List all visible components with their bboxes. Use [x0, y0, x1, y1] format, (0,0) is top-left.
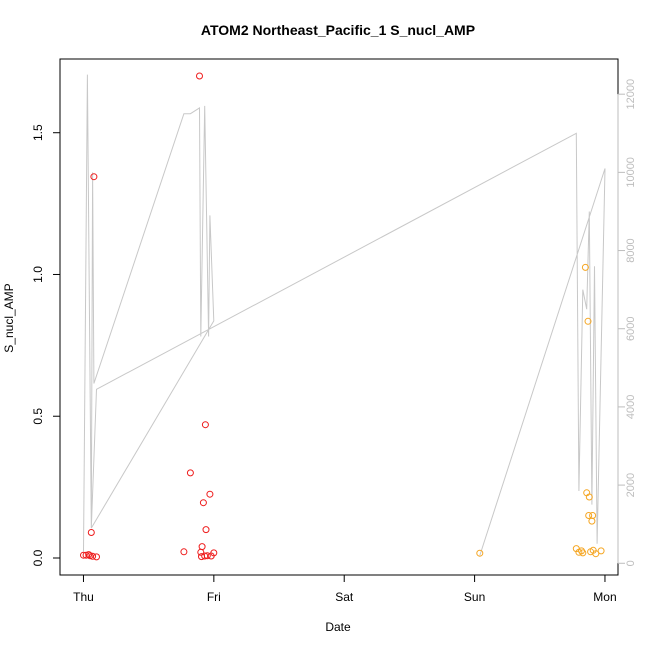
y-tick-label-3: 1.5	[31, 124, 45, 141]
point-s1-3	[578, 547, 585, 555]
y-axis-label: S_nucl_AMP	[2, 283, 16, 352]
altitude-line-layer	[83, 74, 606, 556]
point-s0-18	[203, 552, 211, 560]
point-s0-5	[89, 552, 97, 560]
x-tick-label-2: Sat	[335, 590, 354, 604]
point-s1-12	[589, 512, 597, 519]
right-tick-label-0: 0	[625, 560, 637, 566]
y-axis: 0.0 0.5 1.0 1.5	[31, 124, 61, 566]
point-s0-7	[93, 553, 100, 561]
point-s0-0	[80, 551, 87, 559]
point-s0-3	[86, 552, 94, 560]
right-axis: 0 2000 4000 6000 8000 10000 12000	[617, 79, 637, 566]
point-s0-19	[206, 490, 214, 498]
point-s0-4	[87, 529, 95, 536]
chart-title: ATOM2 Northeast_Pacific_1 S_nucl_AMP	[201, 22, 475, 38]
point-s1-8	[585, 512, 593, 519]
point-s1-14	[592, 550, 600, 558]
point-s0-2	[85, 551, 93, 559]
y-tick-label-2: 1.0	[31, 266, 45, 283]
point-s0-16	[201, 421, 209, 429]
right-tick-label-5: 10000	[625, 157, 637, 188]
point-s1-11	[588, 517, 596, 525]
plot-frame	[59, 58, 619, 576]
x-tick-label-3: Sun	[464, 590, 485, 604]
point-s1-9	[585, 493, 593, 501]
y-tick-label-1: 0.5	[31, 408, 45, 425]
right-tick-label-4: 8000	[625, 238, 637, 262]
x-axis: Thu Fri Sat Sun Mon	[73, 574, 617, 604]
points-layer	[80, 72, 605, 561]
x-tick-label-0: Thu	[73, 590, 94, 604]
x-tick-label-1: Fri	[207, 590, 221, 604]
point-s1-5	[581, 263, 589, 271]
point-s1-4	[579, 549, 587, 557]
x-tick-label-4: Mon	[593, 590, 616, 604]
point-s1-15	[597, 547, 605, 555]
right-tick-label-3: 6000	[625, 316, 637, 340]
point-s0-6	[90, 173, 98, 181]
x-axis-label: Date	[325, 620, 351, 634]
point-s0-9	[186, 469, 194, 477]
point-s0-10	[196, 72, 203, 80]
point-s0-17	[202, 526, 210, 534]
right-tick-label-1: 2000	[625, 473, 637, 497]
point-s0-8	[180, 548, 188, 556]
point-s1-0	[476, 549, 484, 557]
right-tick-label-2: 4000	[625, 395, 637, 419]
point-s0-1	[82, 551, 90, 559]
point-s0-21	[210, 549, 218, 557]
y-tick-label-0: 0.0	[31, 549, 45, 566]
right-tick-label-6: 12000	[625, 79, 637, 110]
point-s0-14	[199, 499, 207, 507]
point-s0-13	[198, 543, 206, 551]
altitude-line	[83, 74, 606, 556]
point-s1-7	[584, 317, 592, 325]
